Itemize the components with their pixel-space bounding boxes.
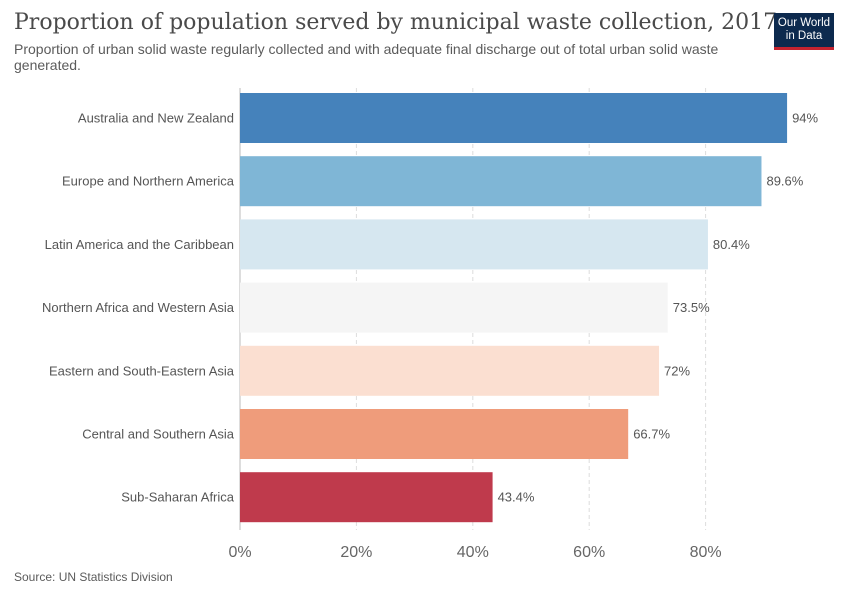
chart-subtitle: Proportion of urban solid waste regularl… — [14, 41, 719, 73]
category-label: Australia and New Zealand — [78, 111, 234, 126]
bar — [240, 472, 493, 523]
chart-title: Proportion of population served by munic… — [14, 10, 778, 35]
value-label: 43.4% — [498, 490, 535, 505]
x-tick-label: 20% — [340, 544, 372, 561]
value-label: 72% — [664, 363, 690, 378]
owid-logo[interactable]: Our World in Data — [774, 13, 834, 50]
bar — [240, 156, 762, 207]
x-tick-label: 0% — [228, 544, 251, 561]
x-tick-label: 40% — [457, 544, 489, 561]
value-label: 73.5% — [673, 300, 710, 315]
category-label: Central and Southern Asia — [82, 427, 235, 442]
category-label: Eastern and South-Eastern Asia — [49, 363, 235, 378]
category-label: Northern Africa and Western Asia — [42, 300, 235, 315]
logo-line-1: Our World — [777, 17, 831, 29]
bar — [240, 409, 629, 459]
logo-line-2: in Data — [785, 30, 823, 42]
value-label: 89.6% — [766, 174, 803, 189]
value-label: 80.4% — [713, 237, 750, 252]
x-tick-label: 80% — [690, 544, 722, 561]
x-tick-label: 60% — [573, 544, 605, 561]
category-label: Sub-Saharan Africa — [121, 490, 235, 505]
bar — [240, 282, 668, 333]
bar — [240, 93, 788, 143]
category-label: Latin America and the Caribbean — [45, 237, 234, 252]
category-label: Europe and Northern America — [62, 174, 235, 189]
value-label: 66.7% — [633, 427, 670, 442]
bar — [240, 219, 708, 270]
value-label: 94% — [792, 111, 818, 126]
source-note: Source: UN Statistics Division — [14, 570, 173, 584]
bar — [240, 345, 660, 396]
